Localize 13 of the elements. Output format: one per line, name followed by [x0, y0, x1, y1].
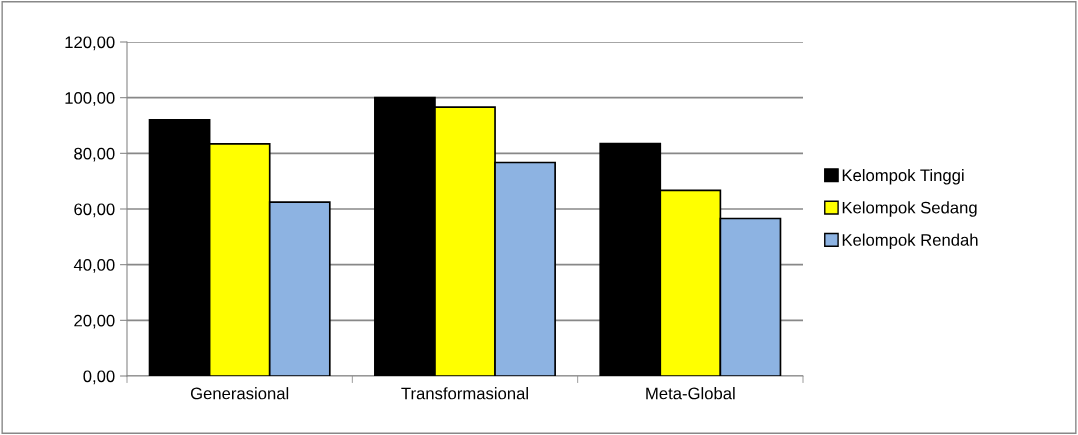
x-tick-label: Generasional — [190, 387, 289, 400]
legend-label: Kelompok Tinggi — [842, 168, 964, 185]
legend-label: Kelompok Rendah — [842, 233, 978, 250]
x-tick-label: Meta-Global — [646, 387, 735, 400]
y-tick-label: 80,00 — [74, 147, 115, 162]
y-tick-label: 20,00 — [74, 314, 115, 329]
legend-label: Kelompok Sedang — [842, 201, 977, 217]
y-tick-label: 0,00 — [83, 370, 115, 385]
y-tick-label: 40,00 — [73, 259, 115, 273]
y-tick-label: 100,00 — [65, 92, 115, 106]
y-tick-label: 60,00 — [74, 203, 115, 218]
x-tick-label: Transformasional — [401, 387, 528, 400]
y-tick-label: 120,00 — [65, 36, 115, 51]
